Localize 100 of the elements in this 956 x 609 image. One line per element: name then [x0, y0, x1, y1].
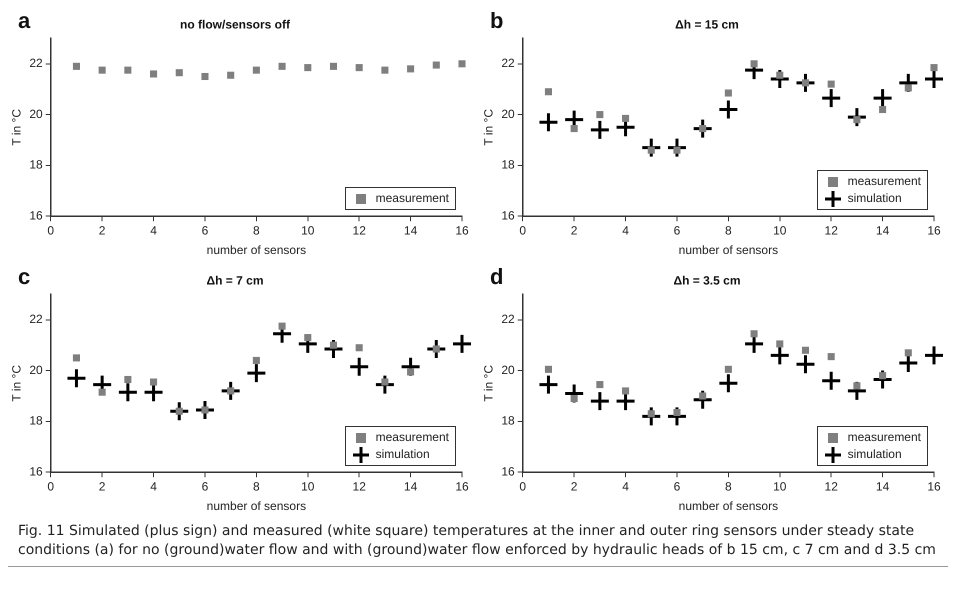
- x-tick-label: 2: [570, 480, 578, 494]
- y-tick-label: 20: [501, 362, 516, 377]
- x-tick-label: 10: [773, 224, 787, 238]
- point: [227, 72, 234, 79]
- point: [227, 387, 234, 394]
- y-tick-label: 22: [501, 56, 516, 70]
- text: d: [490, 264, 504, 290]
- legend-label: measurement: [376, 429, 449, 446]
- point: [124, 376, 132, 384]
- point: [348, 356, 370, 378]
- point: [426, 338, 447, 360]
- point: [853, 382, 860, 390]
- y-tick-label: 22: [29, 56, 44, 70]
- x-tick-label: 6: [202, 224, 209, 238]
- text: a: [18, 8, 30, 34]
- point: [769, 68, 790, 90]
- y-tick-label: 20: [29, 362, 44, 377]
- y-tick-label: 22: [29, 312, 44, 326]
- caption: Fig. 11 Simulated (plus sign) and measured (white square) temperatures at the inner and outer ring sensors under steady state conditions (a) for no (ground)water flow and with (ground)water flow enforced by hydraulic heads of b 15 cm, c 7 cm and d 3.5 cm: [8, 516, 948, 567]
- point: [648, 410, 655, 418]
- point: [930, 64, 938, 72]
- point: [699, 125, 706, 132]
- point: [802, 79, 810, 86]
- x-tick-label: 8: [253, 224, 260, 238]
- x-tick-label: 6: [674, 480, 681, 494]
- x-tick-label: 8: [725, 224, 732, 238]
- y-axis-title: T in °C: [10, 108, 24, 146]
- x-tick-label: 16: [455, 224, 469, 238]
- y-tick-label: 16: [29, 464, 44, 479]
- y-tick-label: 20: [501, 106, 516, 121]
- point: [252, 66, 260, 74]
- point: [374, 374, 396, 396]
- point: [176, 69, 183, 76]
- y-tick-label: 22: [501, 312, 516, 326]
- x-tick-label: 0: [519, 224, 526, 238]
- legend-label: measurement: [376, 190, 449, 208]
- point: [330, 342, 338, 349]
- x-tick-label: 10: [301, 224, 315, 238]
- point: [176, 408, 183, 415]
- point: [72, 354, 80, 362]
- x-tick-label: 2: [98, 480, 106, 494]
- point: [724, 366, 732, 373]
- y-tick-label: 18: [501, 414, 516, 428]
- point: [802, 346, 810, 354]
- point: [640, 137, 662, 158]
- point: [544, 366, 552, 373]
- point: [596, 381, 604, 388]
- point: [879, 106, 886, 114]
- y-tick-label: 18: [29, 414, 44, 428]
- point: [846, 106, 868, 128]
- point: [794, 72, 816, 94]
- y-axis-title: T in °C: [10, 364, 24, 402]
- y-tick-label: 16: [501, 464, 516, 479]
- x-tick-label: 8: [725, 480, 732, 494]
- point: [904, 349, 912, 356]
- x-tick-label: 4: [622, 480, 630, 494]
- x-tick-label: 16: [927, 224, 941, 238]
- point: [879, 372, 886, 380]
- point: [924, 344, 944, 366]
- point: [718, 99, 739, 120]
- point: [794, 354, 816, 375]
- chart-title: Δh = 15 cm: [675, 18, 739, 32]
- legend-label: simulation: [376, 446, 430, 464]
- point: [150, 70, 158, 78]
- point: [820, 370, 842, 392]
- y-axis-title: T in °C: [482, 364, 496, 402]
- x-tick-label: 12: [352, 224, 366, 238]
- x-tick-label: 10: [301, 480, 315, 494]
- point: [538, 112, 559, 133]
- point: [853, 116, 860, 124]
- point: [750, 330, 758, 338]
- point: [117, 382, 138, 403]
- legend-label: measurement: [848, 173, 921, 190]
- x-tick-label: 14: [404, 480, 418, 494]
- x-axis-title: number of sensors: [678, 499, 778, 514]
- point: [666, 137, 688, 158]
- y-tick-label: 16: [501, 208, 516, 223]
- x-tick-label: 12: [824, 480, 838, 494]
- point: [252, 356, 260, 364]
- point: [150, 378, 158, 386]
- point: [356, 344, 363, 352]
- x-tick-label: 0: [47, 224, 54, 238]
- point: [570, 125, 578, 132]
- point: [666, 406, 688, 427]
- point: [750, 60, 758, 68]
- point: [544, 88, 552, 96]
- point: [168, 400, 190, 422]
- point: [622, 387, 630, 394]
- y-tick-label: 16: [29, 208, 44, 223]
- point: [570, 395, 578, 402]
- x-tick-label: 14: [876, 480, 890, 494]
- chart-title: Δh = 7 cm: [206, 274, 264, 288]
- point: [220, 380, 242, 402]
- x-tick-label: 0: [519, 480, 526, 494]
- legend-label: simulation: [848, 446, 902, 464]
- point: [718, 372, 739, 394]
- x-tick-label: 2: [98, 224, 106, 238]
- point: [278, 62, 286, 70]
- text: b: [490, 8, 504, 34]
- point: [724, 89, 732, 97]
